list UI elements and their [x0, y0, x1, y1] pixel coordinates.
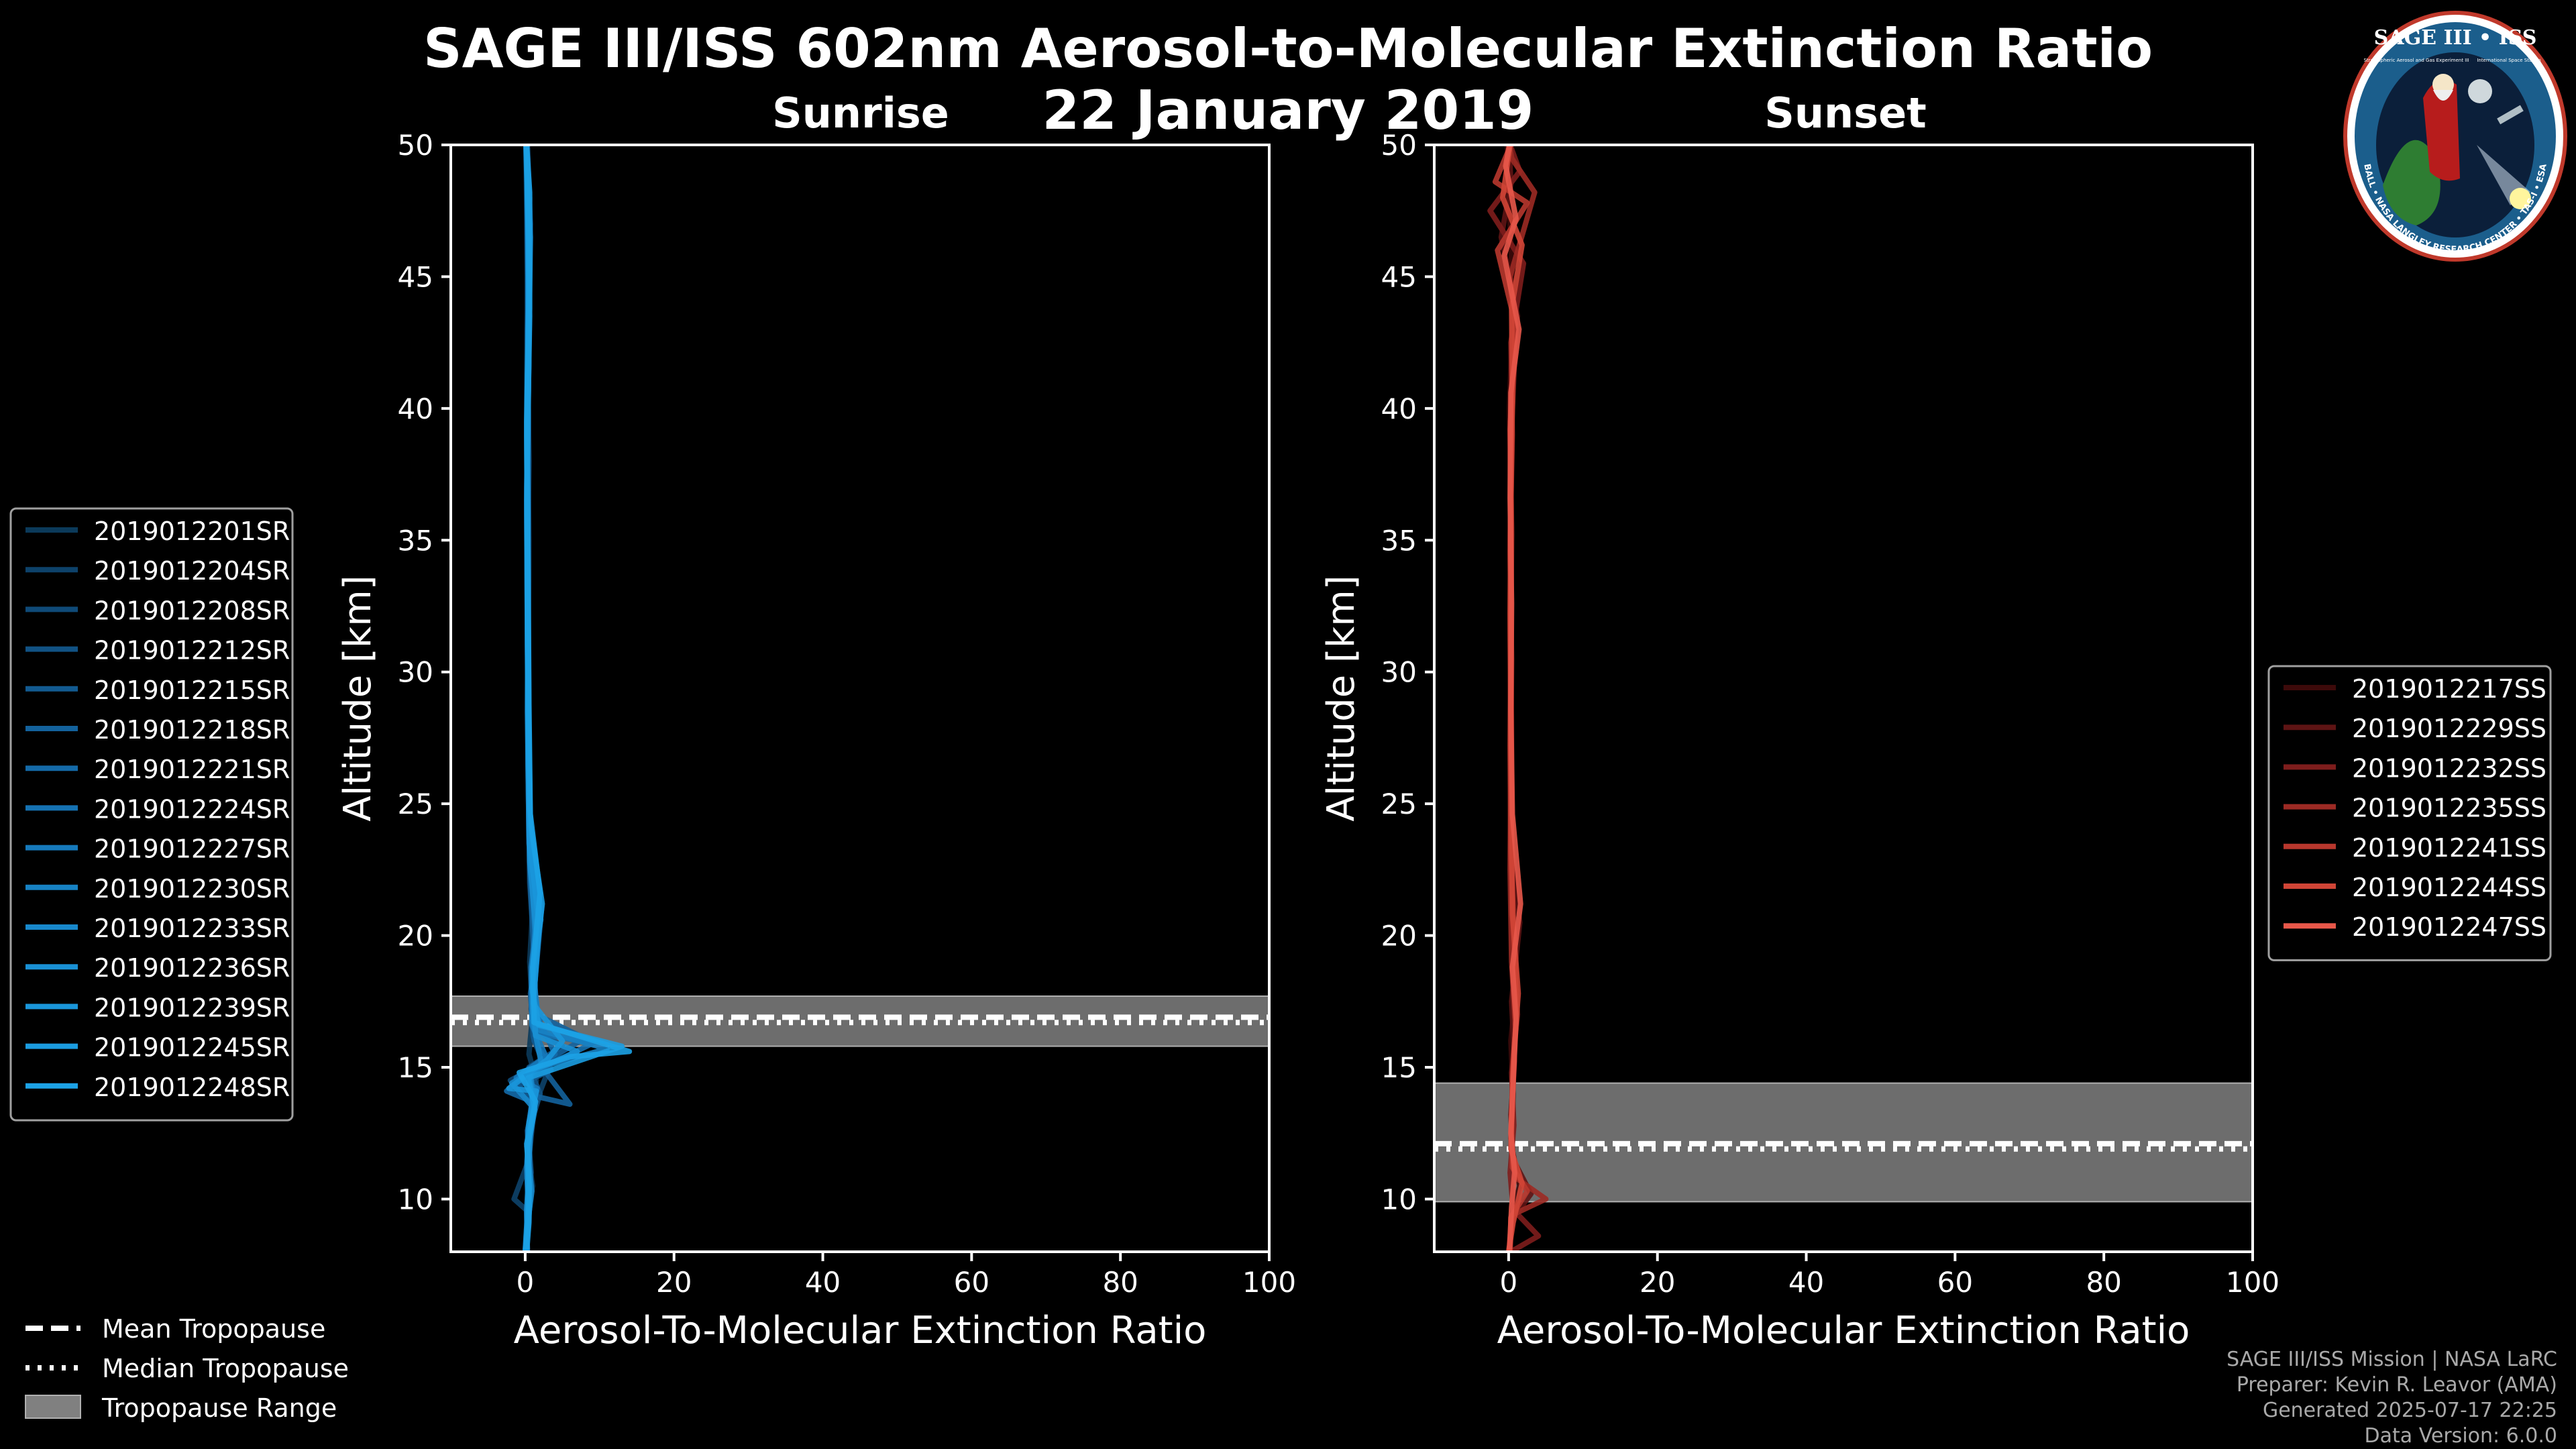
legend-sunrise-entry: 2019012227SR — [94, 835, 290, 864]
legend-range-label: Tropopause Range — [101, 1393, 337, 1423]
legend-sunrise-entry: 2019012233SR — [94, 914, 290, 943]
x-tick-label: 0 — [517, 1266, 535, 1299]
y-tick-label: 20 — [398, 920, 433, 953]
legend-sunrise-frame — [9, 507, 294, 1122]
y-tick-label: 45 — [398, 260, 433, 293]
credit-line-mission: SAGE III/ISS Mission | NASA LaRC — [2226, 1348, 2557, 1371]
legend-sunrise-entry: 2019012221SR — [94, 755, 290, 784]
chart-subtitle: 22 January 2019 — [1042, 79, 1534, 142]
y-tick-label: 40 — [1381, 392, 1417, 425]
x-tick-label: 80 — [1102, 1266, 1138, 1299]
plot-frame-0 — [449, 144, 1271, 1253]
logo-title: SAGE III • ISS — [2374, 26, 2537, 50]
panel-title-sunset: Sunset — [1764, 89, 1927, 138]
y-tick-label: 35 — [398, 524, 433, 557]
legend-sunrise-entry: 2019012215SR — [94, 676, 290, 705]
y-tick-label: 50 — [398, 129, 433, 162]
y-tick-label: 50 — [1381, 129, 1417, 162]
legend-mean-label: Mean Tropopause — [102, 1314, 325, 1344]
plot-area-1 — [1425, 144, 2254, 1261]
legend-sunrise-entry: 2019012204SR — [94, 556, 290, 586]
y-axis-label: Altitude [km] — [336, 575, 380, 821]
legend-sunrise-entry: 2019012230SR — [94, 874, 290, 904]
legend-sunrise-entry: 2019012224SR — [94, 794, 290, 824]
x-tick-label: 40 — [1788, 1266, 1824, 1299]
x-tick-label: 100 — [2226, 1266, 2279, 1299]
series-line-2019012248SR — [517, 145, 633, 1252]
legend-sunset-entry: 2019012235SS — [2352, 794, 2546, 823]
x-tick-label: 0 — [1500, 1266, 1518, 1299]
legend-sunset-entry: 2019012229SS — [2352, 714, 2546, 743]
legend-sunrise-entry: 2019012248SR — [94, 1073, 290, 1102]
x-tick-label: 60 — [954, 1266, 989, 1299]
plot-frame-1 — [1433, 144, 2254, 1253]
panel-title-sunrise: Sunrise — [772, 89, 949, 138]
y-tick-label: 30 — [398, 656, 433, 689]
x-tick-label: 80 — [2086, 1266, 2121, 1299]
credit-line-data-version: Data Version: 6.0.0 — [2364, 1424, 2557, 1448]
legend-sunrise-entry: 2019012212SR — [94, 636, 290, 665]
y-tick-label: 45 — [1381, 260, 1417, 293]
series-line-2019012247SS — [1501, 145, 1523, 1252]
x-tick-label: 60 — [1937, 1266, 1973, 1299]
y-tick-label: 25 — [1381, 788, 1417, 820]
legend-sunrise-entry: 2019012245SR — [94, 1033, 290, 1063]
legend-sunset-frame — [2267, 665, 2552, 961]
legend-sunset-entry: 2019012247SS — [2352, 912, 2546, 942]
legend-sunrise-entry: 2019012218SR — [94, 715, 290, 745]
legend-sunrise-entry: 2019012208SR — [94, 596, 290, 625]
y-tick-label: 10 — [1381, 1183, 1417, 1216]
y-axis-label: Altitude [km] — [1320, 575, 1363, 821]
y-tick-label: 10 — [398, 1183, 433, 1216]
x-tick-label: 40 — [805, 1266, 841, 1299]
x-axis-label: Aerosol-To-Molecular Extinction Ratio — [1497, 1309, 2190, 1352]
sage-iii-iss-mission-logo: SAGE III • ISS Stratospheric Aerosol and… — [2343, 11, 2567, 262]
y-tick-label: 30 — [1381, 656, 1417, 689]
credit-line-preparer: Preparer: Kevin R. Leavor (AMA) — [2236, 1373, 2557, 1397]
credits-block: SAGE III/ISS Mission | NASA LaRC Prepare… — [2226, 1347, 2557, 1449]
x-tick-label: 100 — [1242, 1266, 1296, 1299]
chart-title: SAGE III/ISS 602nm Aerosol-to-Molecular … — [423, 17, 2153, 80]
y-tick-label: 25 — [398, 788, 433, 820]
legend-sunset-entry: 2019012232SS — [2352, 753, 2546, 783]
legend-sunrise-entry: 2019012239SR — [94, 993, 290, 1022]
plot-inner-1 — [1434, 145, 2253, 1252]
y-tick-label: 15 — [398, 1051, 433, 1084]
y-tick-label: 20 — [1381, 920, 1417, 953]
plot-area-0 — [441, 144, 1271, 1261]
legend-sunrise-entry: 2019012201SR — [94, 517, 290, 546]
legend-sunset-entry: 2019012244SS — [2352, 873, 2546, 902]
legend-median-label: Median Tropopause — [102, 1354, 349, 1383]
plot-inner-0 — [451, 145, 1269, 1252]
x-axis-label: Aerosol-To-Molecular Extinction Ratio — [514, 1309, 1207, 1352]
y-tick-label: 40 — [398, 392, 433, 425]
legend-sunset-entry: 2019012241SS — [2352, 833, 2546, 863]
x-tick-label: 20 — [1640, 1266, 1675, 1299]
legend-sunset-entry: 2019012217SS — [2352, 674, 2546, 704]
y-tick-label: 35 — [1381, 524, 1417, 557]
credit-line-generated: Generated 2025-07-17 22:25 — [2262, 1399, 2557, 1422]
y-tick-label: 15 — [1381, 1051, 1417, 1084]
logo-subtitle: Stratospheric Aerosol and Gas Experiment… — [2363, 58, 2469, 63]
x-tick-label: 20 — [656, 1266, 692, 1299]
legend-sunrise-entry: 2019012236SR — [94, 953, 290, 983]
logo-side-text: International Space Station — [2477, 58, 2540, 63]
legend-range-swatch — [25, 1395, 81, 1419]
